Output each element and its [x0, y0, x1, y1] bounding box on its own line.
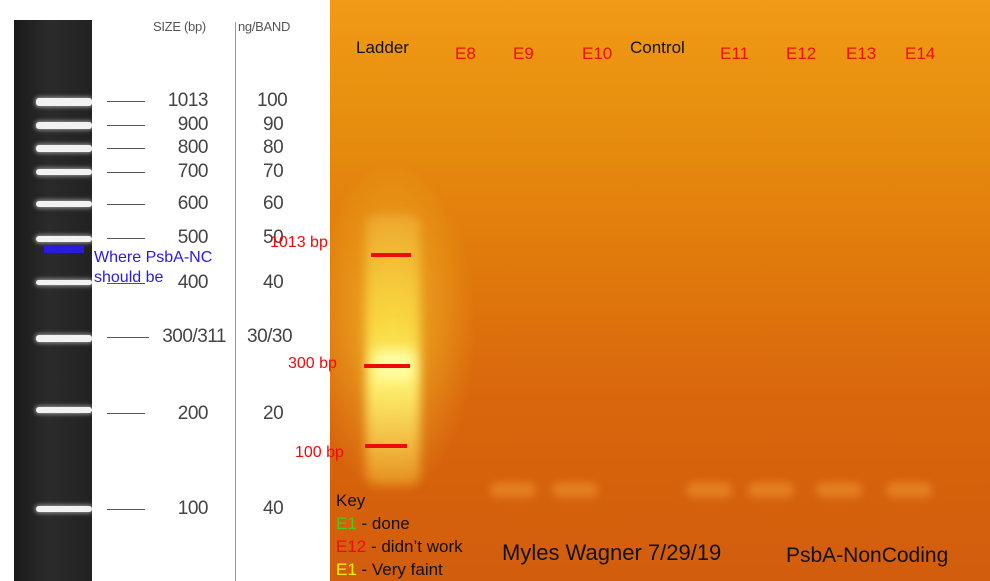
- size-column-header: SIZE (bp): [153, 19, 206, 34]
- size-tick: [107, 413, 145, 414]
- bp-mark-100: [365, 444, 407, 448]
- reference-ladder-panel: SIZE (bp) ng/BAND 1013 900 800 700 600 5…: [0, 0, 330, 581]
- ng-label: 90: [263, 114, 283, 136]
- lane-label-e12: E12: [786, 44, 816, 64]
- expected-band-note: Where PsbA-NC should be: [94, 248, 254, 288]
- lane-label-e14: E14: [905, 44, 935, 64]
- reference-band: [36, 122, 92, 129]
- gel-title: PsbA-NonCoding: [786, 544, 948, 568]
- sample-well: [816, 482, 862, 498]
- ng-label: 40: [263, 498, 283, 520]
- sample-well: [490, 482, 536, 498]
- size-label: 500: [148, 227, 208, 249]
- bp-label-1013: 1013 bp: [270, 234, 328, 252]
- bp-mark-1013: [371, 253, 411, 257]
- sample-well: [748, 482, 794, 498]
- reference-band: [36, 145, 92, 152]
- key-row-done: E1 - done: [336, 514, 410, 534]
- gel-photo: [330, 0, 990, 581]
- key-text: - done: [357, 514, 410, 533]
- key-text: - Very faint: [357, 560, 443, 579]
- reference-band: [36, 280, 92, 285]
- ng-label: 40: [263, 272, 283, 294]
- size-label: 700: [148, 161, 208, 183]
- expected-band-note-line1: Where PsbA-NC: [94, 248, 254, 268]
- reference-band: [36, 236, 92, 242]
- size-label: 600: [148, 193, 208, 215]
- key-code: E1: [336, 560, 357, 579]
- reference-band: [36, 407, 92, 413]
- column-divider: [235, 22, 236, 581]
- reference-band: [36, 169, 92, 175]
- key-row-faint: E1 - Very faint: [336, 560, 443, 580]
- bp-label-100: 100 bp: [295, 444, 344, 462]
- lane-label-e13: E13: [846, 44, 876, 64]
- size-tick: [107, 148, 145, 149]
- ng-label: 80: [263, 137, 283, 159]
- lane-label-control: Control: [630, 38, 685, 58]
- sample-well: [886, 482, 932, 498]
- bp-label-300: 300 bp: [288, 355, 337, 373]
- size-label: 300/311: [150, 326, 226, 348]
- lane-label-e9: E9: [513, 44, 534, 64]
- ng-label: 100: [257, 90, 287, 112]
- size-label: 100: [148, 498, 208, 520]
- ng-label: 20: [263, 403, 283, 425]
- size-tick: [107, 204, 145, 205]
- size-label: 900: [148, 114, 208, 136]
- key-code: E1: [336, 514, 357, 533]
- size-tick: [107, 509, 145, 510]
- size-tick: [107, 125, 145, 126]
- size-label: 1013: [148, 90, 208, 112]
- lane-label-e11: E11: [720, 44, 749, 64]
- sample-well: [686, 482, 732, 498]
- sample-well: [552, 482, 598, 498]
- key-row-failed: E12 - didn’t work: [336, 537, 463, 557]
- key-code: E12: [336, 537, 366, 556]
- ng-label: 60: [263, 193, 283, 215]
- lane-label-ladder: Ladder: [356, 38, 409, 58]
- key-text: - didn’t work: [366, 537, 462, 556]
- size-label: 800: [148, 137, 208, 159]
- key-title: Key: [336, 491, 365, 511]
- author-signature: Myles Wagner 7/29/19: [502, 540, 721, 566]
- size-tick: [107, 172, 145, 173]
- reference-band: [36, 201, 92, 207]
- lane-label-e8: E8: [455, 44, 476, 64]
- expected-band-note-line2: should be: [94, 268, 254, 288]
- size-label: 200: [148, 403, 208, 425]
- ng-label: 30/30: [247, 326, 292, 348]
- ng-label: 70: [263, 161, 283, 183]
- bp-mark-300: [364, 364, 410, 368]
- size-tick: [107, 238, 145, 239]
- reference-band: [36, 506, 92, 512]
- expected-band-marker: [44, 246, 84, 253]
- reference-ladder-gel: [14, 20, 92, 581]
- ng-column-header: ng/BAND: [238, 19, 290, 34]
- lane-label-e10: E10: [582, 44, 612, 64]
- reference-band: [36, 98, 92, 106]
- reference-band: [36, 335, 92, 342]
- size-tick: [107, 101, 145, 102]
- size-tick: [107, 337, 149, 338]
